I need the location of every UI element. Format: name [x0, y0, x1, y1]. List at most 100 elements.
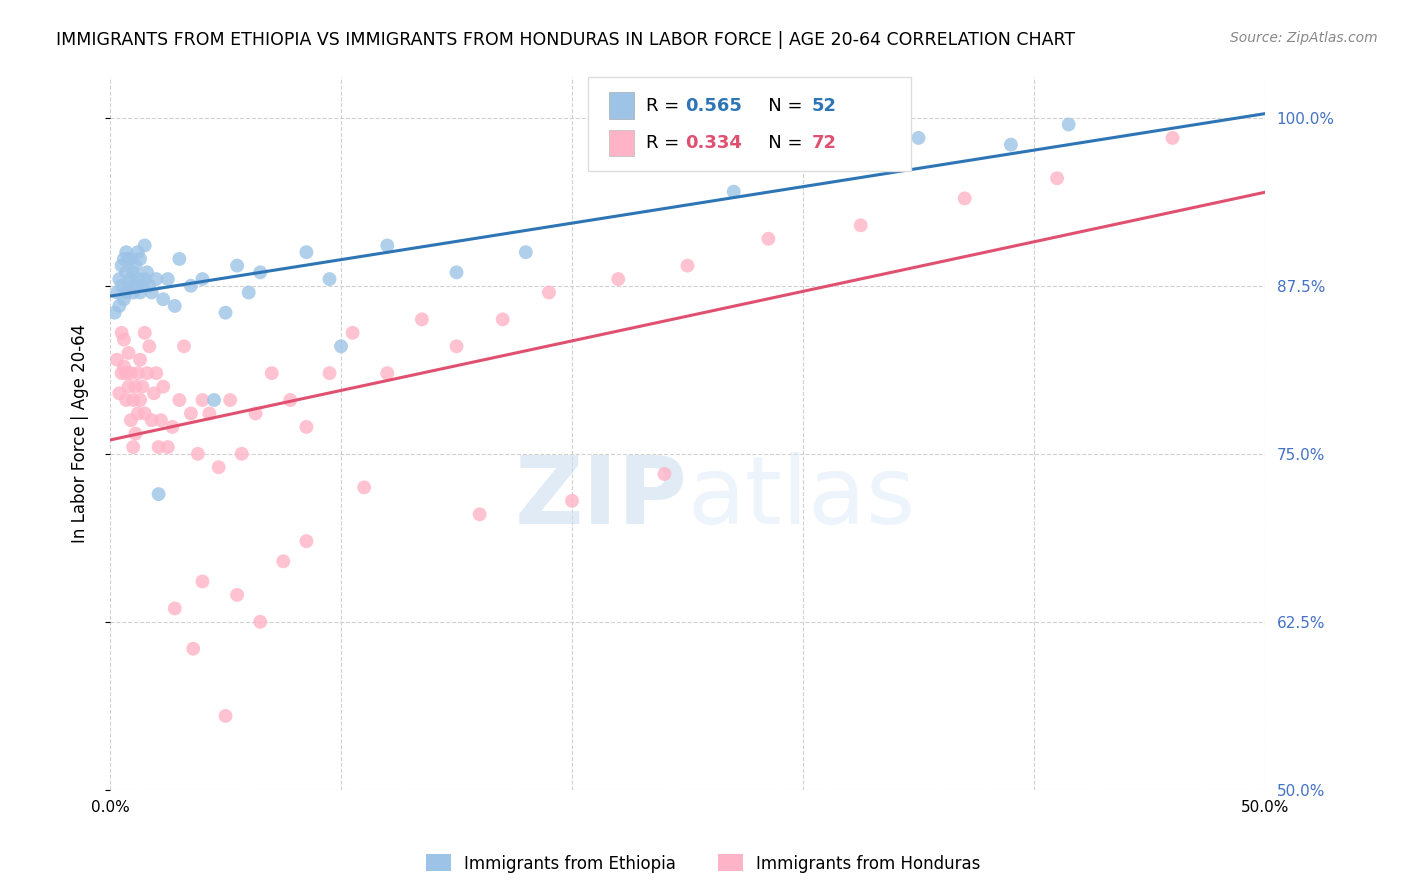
Point [124, 379, 146, 393]
Point [112, 252, 135, 266]
Point [187, 447, 209, 461]
Point [260, 366, 283, 380]
Point [148, 487, 170, 501]
Text: N =: N = [751, 134, 808, 152]
Point [202, 392, 225, 407]
Point [129, 285, 152, 300]
Point [120, 272, 142, 286]
Point [120, 413, 142, 427]
Point [318, 366, 340, 380]
Point [129, 392, 152, 407]
Point [141, 285, 163, 300]
Point [162, 420, 184, 434]
Point [143, 386, 166, 401]
Text: 72: 72 [811, 134, 837, 152]
Point [163, 299, 186, 313]
Point [446, 339, 468, 353]
Point [1046, 171, 1069, 186]
Point [849, 219, 872, 233]
Point [131, 278, 153, 293]
Point [446, 265, 468, 279]
Point [152, 379, 174, 393]
Point [134, 272, 156, 286]
Point [342, 326, 364, 340]
Point [105, 285, 128, 300]
Point [120, 366, 142, 380]
Point [115, 285, 138, 300]
Point [111, 326, 134, 340]
Point [129, 252, 152, 266]
Point [104, 306, 127, 320]
Point [145, 272, 167, 286]
Point [953, 191, 976, 205]
Point [411, 312, 433, 326]
Point [676, 259, 699, 273]
Point [271, 554, 294, 568]
Point [138, 339, 160, 353]
Point [115, 392, 138, 407]
Point [561, 493, 583, 508]
Point [134, 407, 156, 421]
Point [120, 252, 142, 266]
Point [117, 252, 139, 266]
Point [318, 272, 340, 286]
Point [330, 339, 353, 353]
Text: 0.334: 0.334 [685, 134, 742, 152]
Point [231, 447, 253, 461]
Point [127, 366, 149, 380]
Point [537, 285, 560, 300]
Point [149, 413, 172, 427]
Point [122, 285, 145, 300]
Point [492, 312, 515, 326]
Text: R =: R = [645, 96, 685, 115]
Point [278, 392, 301, 407]
Point [108, 299, 131, 313]
Point [1161, 131, 1184, 145]
Point [468, 508, 491, 522]
Point [654, 467, 676, 481]
Legend: Immigrants from Ethiopia, Immigrants from Honduras: Immigrants from Ethiopia, Immigrants fro… [419, 847, 987, 880]
Point [136, 366, 159, 380]
Point [108, 272, 131, 286]
Point [226, 588, 249, 602]
Point [152, 292, 174, 306]
Point [295, 245, 318, 260]
Point [115, 245, 138, 260]
Point [122, 392, 145, 407]
Point [375, 366, 398, 380]
Point [156, 272, 179, 286]
Point [134, 238, 156, 252]
Point [191, 392, 214, 407]
Text: 0.565: 0.565 [685, 96, 742, 115]
Text: IMMIGRANTS FROM ETHIOPIA VS IMMIGRANTS FROM HONDURAS IN LABOR FORCE | AGE 20-64 : IMMIGRANTS FROM ETHIOPIA VS IMMIGRANTS F… [56, 31, 1076, 49]
Point [163, 601, 186, 615]
Point [108, 386, 131, 401]
Point [129, 352, 152, 367]
Point [238, 285, 260, 300]
Point [115, 366, 138, 380]
Point [138, 278, 160, 293]
Point [112, 292, 135, 306]
Point [249, 615, 271, 629]
Point [117, 346, 139, 360]
Point [134, 326, 156, 340]
Point [181, 641, 204, 656]
Point [607, 272, 630, 286]
Point [115, 265, 138, 279]
Point [105, 352, 128, 367]
Point [214, 709, 236, 723]
Point [198, 407, 221, 421]
Point [191, 272, 214, 286]
Point [907, 131, 929, 145]
Point [156, 440, 179, 454]
Text: ZIP: ZIP [515, 451, 688, 544]
Point [1057, 118, 1080, 132]
Point [295, 420, 318, 434]
Point [169, 392, 191, 407]
Point [122, 440, 145, 454]
Point [117, 379, 139, 393]
Point [756, 232, 779, 246]
Point [249, 265, 271, 279]
Point [145, 366, 167, 380]
Point [219, 392, 242, 407]
